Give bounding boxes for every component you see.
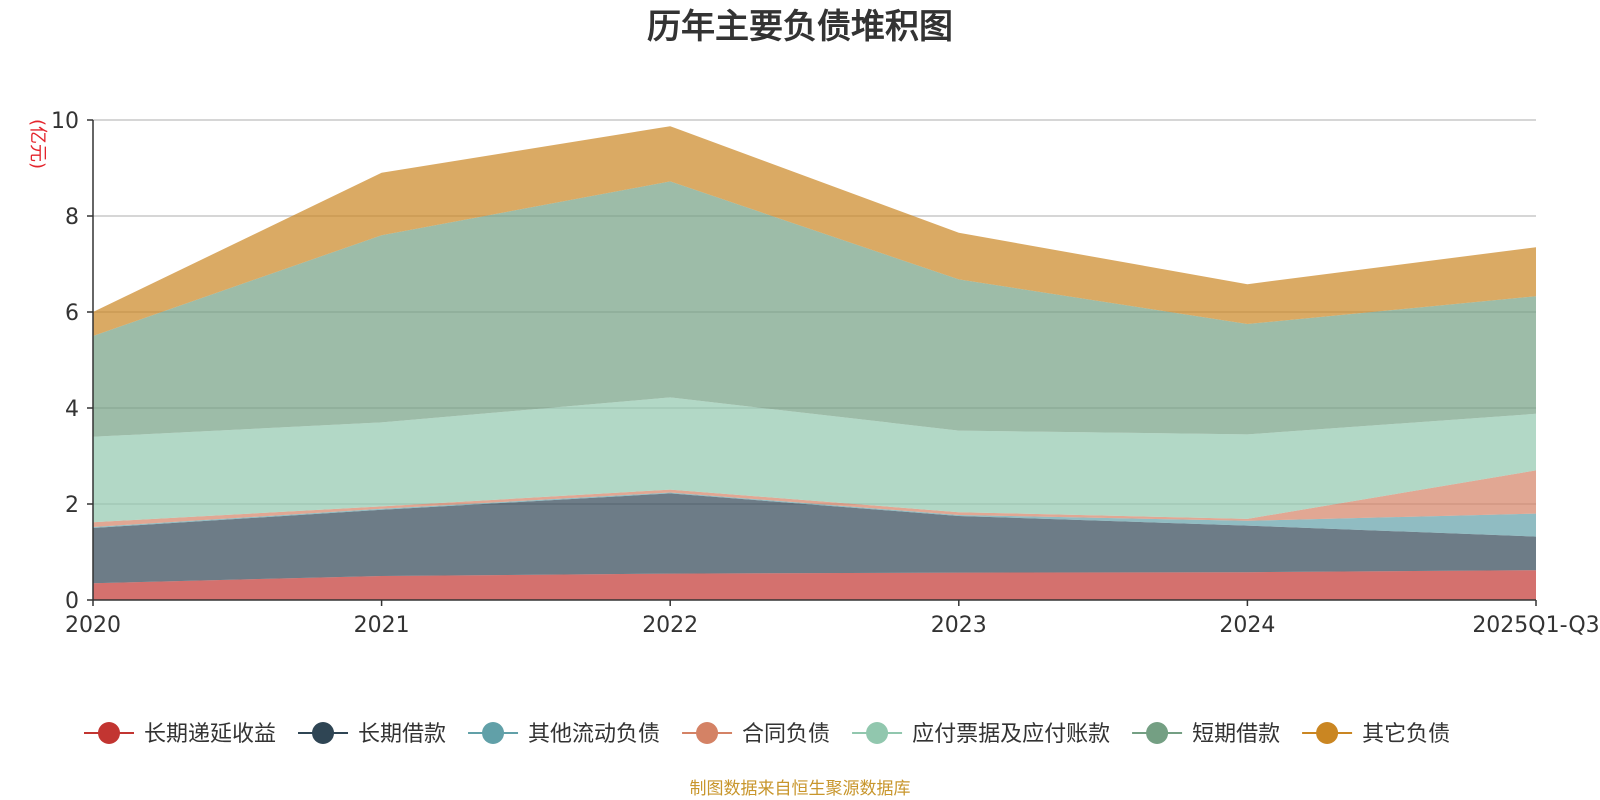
legend-marker <box>312 722 335 744</box>
y-tick-label: 4 <box>65 397 79 422</box>
chart-title: 历年主要负债堆积图 <box>647 7 953 47</box>
legend-label: 短期借款 <box>1192 722 1280 747</box>
x-tick-label: 2020 <box>65 613 121 638</box>
y-tick-label: 0 <box>65 589 79 614</box>
legend-label: 长期借款 <box>358 722 446 747</box>
legend-item[interactable]: 长期借款 <box>298 722 446 747</box>
y-tick-label: 8 <box>65 205 79 230</box>
area-series-group <box>93 126 1536 600</box>
legend-marker <box>98 722 120 744</box>
legend-marker <box>866 722 889 744</box>
legend-label: 其它负债 <box>1362 722 1450 747</box>
x-tick-label: 2022 <box>642 613 698 638</box>
area-应付票据及应付账款 <box>93 397 1536 523</box>
legend-item[interactable]: 短期借款 <box>1132 722 1280 747</box>
data-source-note: 制图数据来自恒生聚源数据库 <box>690 779 911 799</box>
legend-item[interactable]: 应付票据及应付账款 <box>852 722 1110 747</box>
area-其它负债 <box>93 126 1536 336</box>
legend-marker <box>1146 722 1169 744</box>
legend-marker <box>482 722 505 744</box>
x-tick-label: 2024 <box>1219 613 1275 638</box>
y-tick-label: 6 <box>65 301 79 326</box>
y-tick-label: 2 <box>65 493 79 518</box>
area-长期借款 <box>93 493 1536 584</box>
legend-label: 应付票据及应付账款 <box>912 722 1110 747</box>
area-短期借款 <box>93 181 1536 437</box>
legend-marker <box>1316 722 1339 744</box>
y-tick-label: 10 <box>51 109 79 134</box>
legend-item[interactable]: 其他流动负债 <box>468 722 660 747</box>
legend-label: 长期递延收益 <box>144 722 276 747</box>
legend-marker <box>696 722 719 744</box>
legend-item[interactable]: 其它负债 <box>1302 722 1450 747</box>
legend-label: 其他流动负债 <box>528 722 660 747</box>
legend-item[interactable]: 长期递延收益 <box>84 722 276 747</box>
legend-label: 合同负债 <box>742 722 830 747</box>
axes: 0 2 4 6 8 10 2020 2021 2022 2023 2024 2025Q1-Q3 <box>51 109 1600 638</box>
area-长期递延收益 <box>93 570 1536 600</box>
x-tick-label: 2021 <box>354 613 410 638</box>
x-tick-label: 2023 <box>931 613 987 638</box>
y-axis-unit-label: (亿元) <box>27 119 48 169</box>
legend[interactable]: 长期递延收益 长期借款 其他流动负债 合同负债 应付票据及应付账款 短期借款 其它负债 <box>84 722 1450 747</box>
legend-item[interactable]: 合同负债 <box>682 722 830 747</box>
x-tick-label: 2025Q1-Q3 <box>1472 613 1599 638</box>
